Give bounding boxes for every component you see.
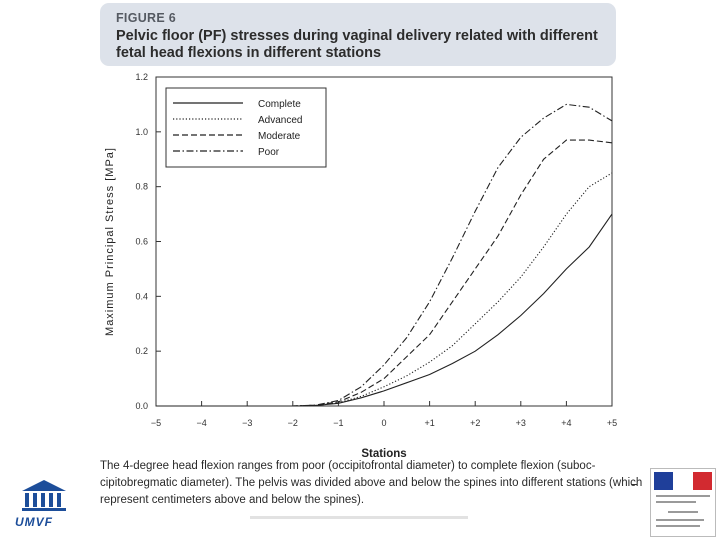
y-axis-label: Maximum Principal Stress [MPa] xyxy=(104,147,116,336)
faint-footer-text xyxy=(250,516,468,519)
university-building-icon xyxy=(22,480,66,511)
x-tick-label: +2 xyxy=(470,418,480,428)
series-line-advanced xyxy=(156,172,613,407)
y-tick-label: 0.2 xyxy=(135,346,148,356)
figure-header: FIGURE 6 Pelvic floor (PF) stresses duri… xyxy=(100,3,616,66)
legend-label: Complete xyxy=(258,99,301,110)
x-tick-label: +1 xyxy=(424,418,434,428)
series-line-complete xyxy=(156,213,613,407)
x-tick-label: −5 xyxy=(151,418,161,428)
legend-label: Poor xyxy=(258,147,280,158)
series-line-poor xyxy=(156,103,613,407)
y-tick-label: 1.0 xyxy=(135,127,148,137)
x-tick-label: +5 xyxy=(607,418,617,428)
x-tick-label: +4 xyxy=(561,418,571,428)
y-tick-label: 0.0 xyxy=(135,401,148,411)
legend-box xyxy=(165,87,327,168)
figure-title: Pelvic floor (PF) stresses during vagina… xyxy=(116,28,598,61)
x-tick-label: −2 xyxy=(288,418,298,428)
figure-label: FIGURE 6 xyxy=(116,11,177,25)
umvf-logo-text: UMVF xyxy=(15,515,53,529)
x-tick-label: 0 xyxy=(381,418,386,428)
umvf-logo: UMVF xyxy=(14,477,74,532)
ministry-logo xyxy=(650,468,716,537)
legend-label: Moderate xyxy=(258,131,301,142)
y-tick-label: 0.6 xyxy=(135,237,148,247)
y-tick-label: 1.2 xyxy=(135,72,148,82)
series-line-moderate xyxy=(156,139,613,407)
x-tick-label: −1 xyxy=(333,418,343,428)
x-tick-label: −3 xyxy=(242,418,252,428)
french-flag-icon xyxy=(654,472,712,490)
legend-label: Advanced xyxy=(258,115,302,126)
figure-caption: The 4-degree head flexion ranges from po… xyxy=(100,460,643,506)
x-axis-label: Stations xyxy=(361,448,406,460)
divider-mark xyxy=(631,484,637,485)
y-tick-label: 0.4 xyxy=(135,291,148,301)
y-tick-label: 0.8 xyxy=(135,182,148,192)
x-tick-label: +3 xyxy=(516,418,526,428)
x-tick-label: −4 xyxy=(196,418,206,428)
